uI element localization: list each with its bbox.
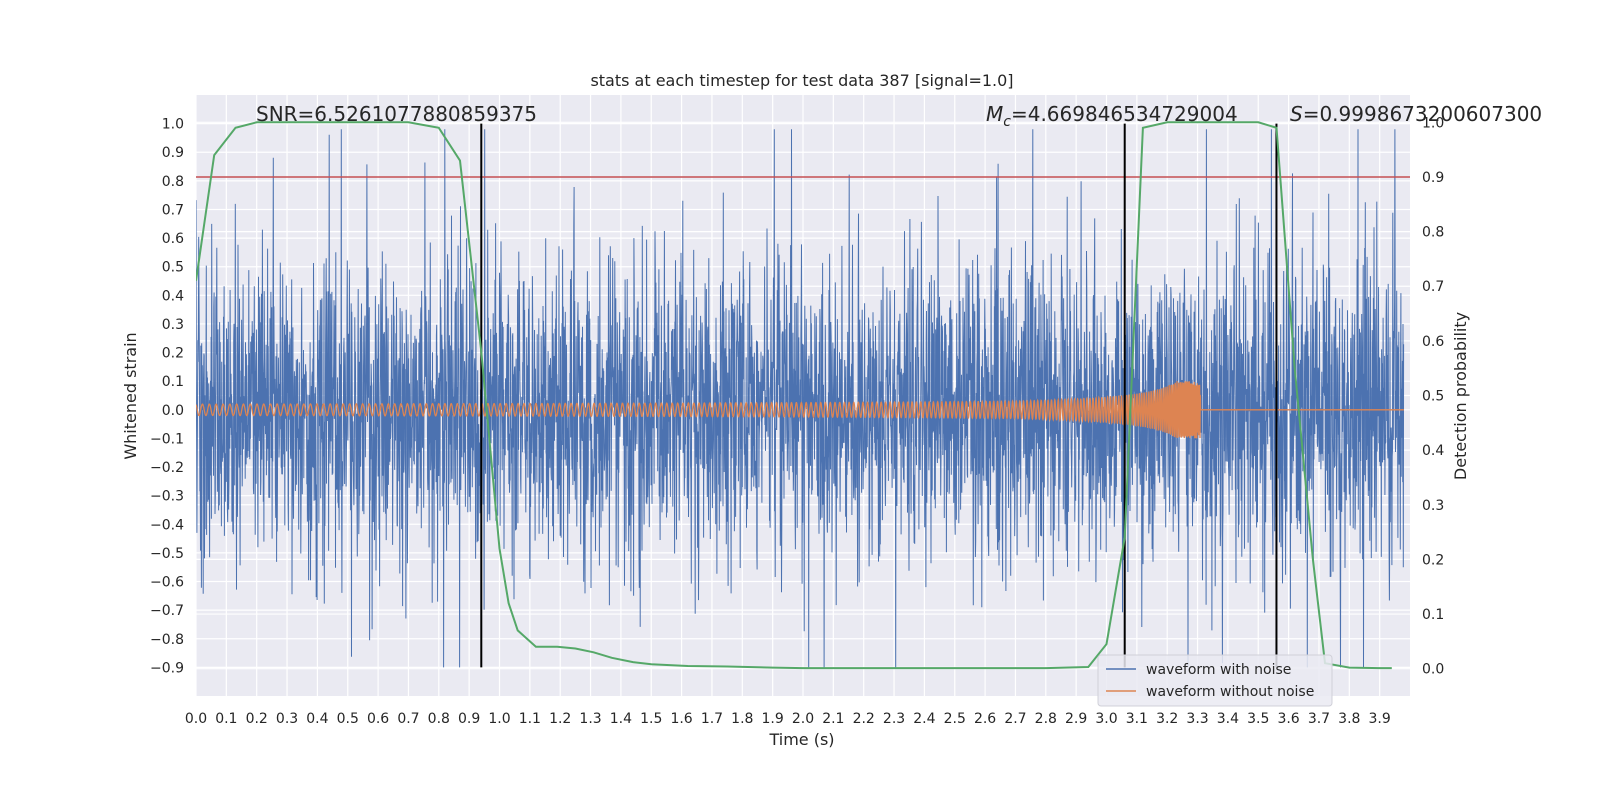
x-tick-label: 3.9 [1369, 711, 1391, 727]
y2-tick-label: 0.4 [1422, 443, 1444, 459]
x-tick-label: 3.8 [1338, 711, 1360, 727]
y2-tick-label: 0.9 [1422, 170, 1444, 186]
series-waveform-without-noise [196, 381, 1404, 439]
y-tick-label: −0.1 [150, 431, 184, 447]
x-tick-label: 1.5 [640, 711, 662, 727]
y-tick-label: 1.0 [162, 117, 184, 133]
y-tick-label: 0.1 [162, 374, 184, 390]
snr-annotation: SNR=6.5261077880859375 [256, 102, 537, 126]
chirp-mass-symbol: M [986, 102, 1003, 126]
y2-tick-label: 0.8 [1422, 225, 1444, 241]
x-tick-label: 3.1 [1126, 711, 1148, 727]
vertical-lines [480, 123, 1278, 668]
x-tick-label: 3.0 [1095, 711, 1117, 727]
y-tick-label: 0.0 [162, 403, 184, 419]
y-tick-label: 0.2 [162, 346, 184, 362]
x-tick-label: 3.3 [1186, 711, 1208, 727]
y-tick-label: 0.9 [162, 145, 184, 161]
x-tick-label: 0.1 [215, 711, 237, 727]
x-tick-label: 0.9 [458, 711, 480, 727]
x-tick-label: 0.2 [246, 711, 268, 727]
x-tick-label: 2.1 [822, 711, 844, 727]
x-tick-label: 3.4 [1217, 711, 1239, 727]
y2-tick-label: 0.6 [1422, 334, 1444, 350]
x-tick-label: 1.6 [670, 711, 692, 727]
x-tick-label: 0.3 [276, 711, 298, 727]
y-tick-label: 0.5 [162, 260, 184, 276]
x-tick-label: 3.6 [1277, 711, 1299, 727]
y-axis-label: Whitened strain [121, 332, 140, 459]
y-tick-label: −0.3 [150, 489, 184, 505]
chart-title: stats at each timestep for test data 387… [590, 71, 1013, 90]
chirp-mass-value: =4.669846534729004 [1011, 102, 1238, 126]
x-tick-label: 2.7 [1004, 711, 1026, 727]
y2-axis-label: Detection probability [1451, 312, 1470, 480]
x-tick-label: 1.0 [488, 711, 510, 727]
x-tick-label: 0.0 [185, 711, 207, 727]
y2-tick-label: 0.3 [1422, 498, 1444, 514]
y2-tick-label: 1.0 [1422, 115, 1444, 131]
y-tick-label: 0.4 [162, 288, 184, 304]
x-tick-label: 2.5 [944, 711, 966, 727]
y-tick-label: −0.9 [150, 660, 184, 676]
x-tick-label: 2.4 [913, 711, 935, 727]
x-tick-label: 0.5 [337, 711, 359, 727]
x-tick-label: 3.5 [1247, 711, 1269, 727]
x-tick-label: 1.9 [762, 711, 784, 727]
x-tick-label: 2.8 [1035, 711, 1057, 727]
y-tick-label: −0.4 [150, 517, 184, 533]
x-tick-label: 1.4 [610, 711, 632, 727]
y2-tick-label: 0.2 [1422, 552, 1444, 568]
y-tick-labels: −0.9 −0.8 −0.7 −0.6 −0.5 −0.4 −0.3 −0.2 −0.1 0.0 0… [150, 117, 184, 677]
x-tick-label: 1.2 [549, 711, 571, 727]
legend-label-noise: waveform with noise [1146, 662, 1291, 678]
x-tick-label: 3.2 [1156, 711, 1178, 727]
y2-tick-label: 0.7 [1422, 279, 1444, 295]
x-axis-label: Time (s) [768, 730, 834, 749]
y-tick-label: 0.3 [162, 317, 184, 333]
y2-tick-label: 0.5 [1422, 389, 1444, 405]
y-tick-label: −0.8 [150, 632, 184, 648]
x-tick-label: 1.1 [519, 711, 541, 727]
y-tick-label: 0.6 [162, 231, 184, 247]
x-tick-label: 2.6 [974, 711, 996, 727]
y-tick-label: −0.7 [150, 603, 184, 619]
x-tick-label: 0.6 [367, 711, 389, 727]
chirp-mass-annotation: Mc=4.669846534729004 [986, 102, 1238, 130]
chirp-mass-subscript: c [1003, 114, 1011, 130]
x-tick-label: 1.7 [701, 711, 723, 727]
y-tick-label: −0.2 [150, 460, 184, 476]
x-tick-label: 1.3 [579, 711, 601, 727]
y2-tick-labels: 0.0 0.1 0.2 0.3 0.4 0.5 0.6 0.7 0.8 0.9 1.0 [1422, 115, 1444, 677]
y-tick-label: 0.8 [162, 174, 184, 190]
y-tick-label: −0.5 [150, 546, 184, 562]
x-tick-label: 1.8 [731, 711, 753, 727]
series-waveform-with-noise [196, 129, 1405, 668]
legend-label-clean: waveform without noise [1146, 684, 1314, 700]
score-symbol: S [1290, 102, 1303, 126]
x-tick-label: 0.4 [306, 711, 328, 727]
x-tick-label: 3.7 [1308, 711, 1330, 727]
y-tick-label: 0.7 [162, 202, 184, 218]
y-tick-label: −0.6 [150, 575, 184, 591]
x-tick-label: 0.7 [397, 711, 419, 727]
x-tick-label: 2.0 [792, 711, 814, 727]
series-layer [196, 121, 1410, 670]
x-tick-label: 2.3 [883, 711, 905, 727]
x-tick-label: 2.9 [1065, 711, 1087, 727]
x-tick-label: 0.8 [428, 711, 450, 727]
y2-tick-label: 0.1 [1422, 607, 1444, 623]
legend: waveform with noise waveform without noi… [1097, 654, 1333, 707]
x-tick-labels: 0.0 0.1 0.2 0.3 0.4 0.5 0.6 0.7 0.8 0.9 1.0 1.1 1.2 1… [185, 711, 1391, 727]
x-tick-label: 2.2 [853, 711, 875, 727]
legend-box [1097, 654, 1333, 707]
score-annotation: S=0.9998673200607300 [1290, 102, 1542, 126]
series-detection-probability [196, 121, 1392, 670]
y2-tick-label: 0.0 [1422, 662, 1444, 678]
score-value: =0.9998673200607300 [1303, 102, 1542, 126]
